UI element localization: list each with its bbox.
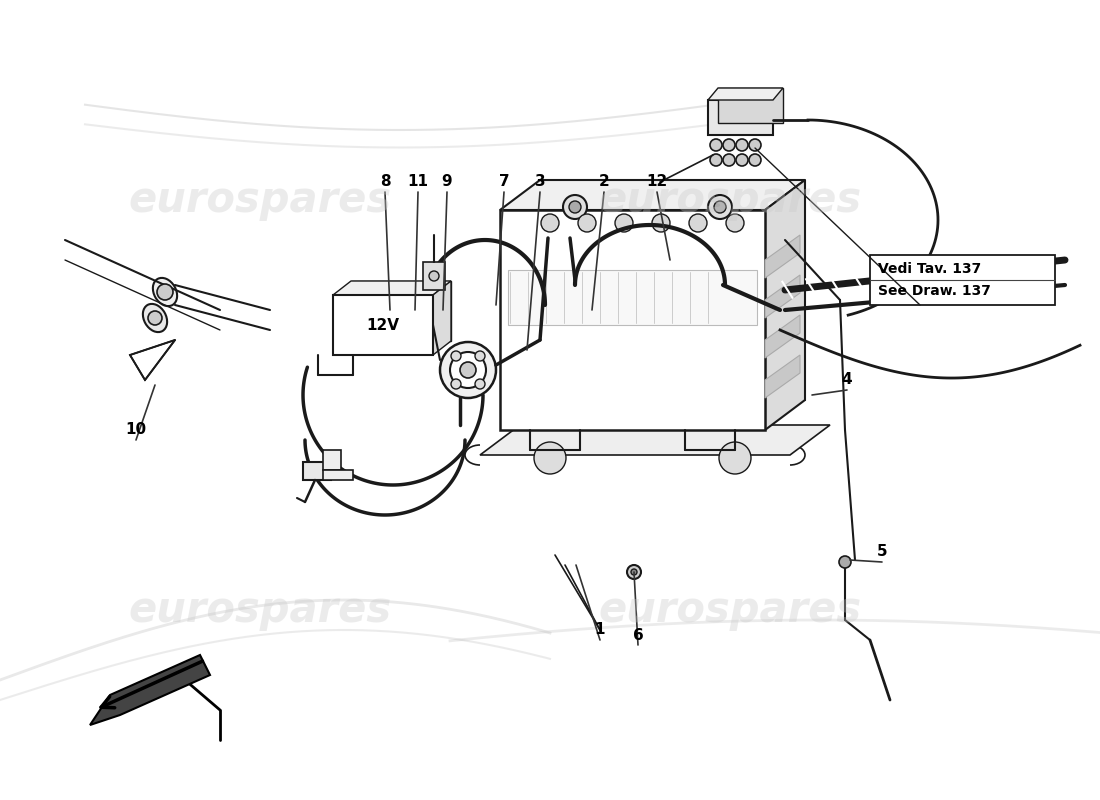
Circle shape [627, 565, 641, 579]
Circle shape [710, 154, 722, 166]
Circle shape [157, 284, 173, 300]
Bar [500, 210, 764, 430]
Bar [323, 470, 353, 480]
Circle shape [578, 214, 596, 232]
Polygon shape [500, 180, 805, 210]
Bar [708, 100, 773, 135]
Circle shape [652, 214, 670, 232]
Polygon shape [333, 281, 451, 295]
Circle shape [451, 379, 461, 389]
Circle shape [450, 352, 486, 388]
Circle shape [631, 569, 637, 575]
Polygon shape [764, 355, 800, 398]
Ellipse shape [153, 278, 177, 306]
Circle shape [749, 139, 761, 151]
Text: 12: 12 [647, 174, 668, 190]
Polygon shape [480, 425, 830, 455]
Circle shape [475, 351, 485, 361]
Circle shape [710, 139, 722, 151]
Polygon shape [764, 235, 800, 278]
Bar [302, 462, 331, 480]
Circle shape [714, 201, 726, 213]
Circle shape [148, 311, 162, 325]
Text: 6: 6 [632, 627, 644, 642]
Circle shape [534, 442, 566, 474]
Circle shape [440, 342, 496, 398]
Circle shape [736, 154, 748, 166]
Text: eurospares: eurospares [598, 179, 861, 221]
Circle shape [451, 351, 461, 361]
Circle shape [719, 442, 751, 474]
Circle shape [708, 195, 732, 219]
Text: 3: 3 [535, 174, 546, 190]
Circle shape [736, 139, 748, 151]
Polygon shape [540, 180, 805, 400]
Text: 9: 9 [442, 174, 452, 190]
Circle shape [475, 379, 485, 389]
Circle shape [460, 362, 476, 378]
Text: 2: 2 [598, 174, 609, 190]
Text: eurospares: eurospares [129, 589, 392, 631]
Circle shape [615, 214, 632, 232]
Polygon shape [764, 180, 805, 430]
Circle shape [726, 214, 744, 232]
Polygon shape [764, 315, 800, 358]
Bar [424, 262, 446, 290]
Circle shape [569, 201, 581, 213]
Circle shape [749, 154, 761, 166]
Circle shape [563, 195, 587, 219]
Text: 7: 7 [498, 174, 509, 190]
Circle shape [541, 214, 559, 232]
Polygon shape [130, 340, 175, 380]
Circle shape [723, 139, 735, 151]
Polygon shape [90, 655, 210, 725]
Polygon shape [433, 281, 451, 355]
Bar [323, 450, 341, 470]
Bar [508, 270, 757, 325]
Text: 1: 1 [595, 622, 605, 638]
Text: eurospares: eurospares [598, 589, 861, 631]
Bar [333, 295, 433, 355]
Text: 11: 11 [407, 174, 429, 190]
Circle shape [723, 154, 735, 166]
Text: 12V: 12V [366, 318, 399, 333]
Circle shape [689, 214, 707, 232]
FancyArrowPatch shape [101, 661, 202, 708]
Polygon shape [351, 281, 451, 341]
Text: 8: 8 [379, 174, 390, 190]
Text: 4: 4 [842, 373, 852, 387]
Text: 5: 5 [877, 545, 888, 559]
Bar [870, 255, 1055, 305]
Polygon shape [764, 275, 800, 318]
Polygon shape [718, 88, 783, 123]
Text: See Draw. 137: See Draw. 137 [878, 284, 991, 298]
Text: eurospares: eurospares [129, 179, 392, 221]
Circle shape [839, 556, 851, 568]
Text: Vedi Tav. 137: Vedi Tav. 137 [878, 262, 981, 276]
Circle shape [429, 271, 439, 281]
Text: 10: 10 [125, 422, 146, 438]
Polygon shape [708, 88, 783, 100]
Ellipse shape [143, 304, 167, 332]
